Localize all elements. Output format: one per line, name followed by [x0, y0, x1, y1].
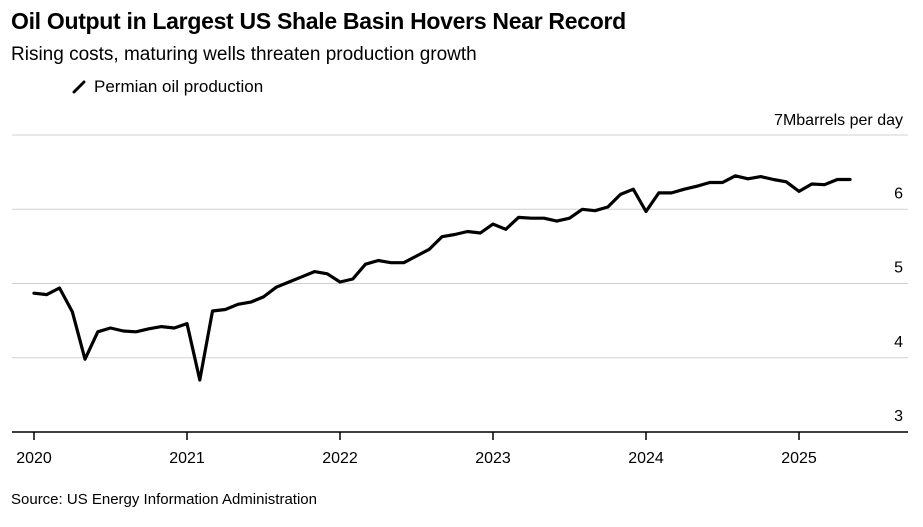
- y-tick-label: 3: [894, 408, 903, 425]
- chart-title: Oil Output in Largest US Shale Basin Hov…: [11, 8, 626, 34]
- x-tick-label: 2022: [322, 450, 358, 467]
- y-tick-label: 4: [894, 334, 903, 351]
- chart-subtitle: Rising costs, maturing wells threaten pr…: [11, 44, 477, 65]
- y-axis: 7Mbarrels per day 3 4 5 6: [774, 112, 903, 425]
- x-axis: 2020 2021 2022 2023 2024 2025: [12, 431, 908, 467]
- x-tick-label: 2023: [475, 450, 511, 467]
- x-tick-label: 2025: [781, 450, 817, 467]
- y-unit-label: 7Mbarrels per day: [774, 112, 903, 129]
- gridlines: [12, 134, 908, 359]
- x-tick-label: 2021: [169, 450, 205, 467]
- plot-series: [32, 174, 852, 382]
- source-note: Source: US Energy Information Administra…: [11, 491, 317, 508]
- x-tick-label: 2020: [16, 450, 52, 467]
- series-line-permian: [32, 174, 852, 382]
- legend-label: Permian oil production: [94, 77, 264, 96]
- x-tick-label: 2024: [628, 450, 664, 467]
- y-tick-label: 6: [894, 185, 903, 202]
- legend-line-swatch-icon: [72, 80, 86, 94]
- legend: Permian oil production: [72, 77, 263, 97]
- y-tick-label: 5: [894, 260, 903, 277]
